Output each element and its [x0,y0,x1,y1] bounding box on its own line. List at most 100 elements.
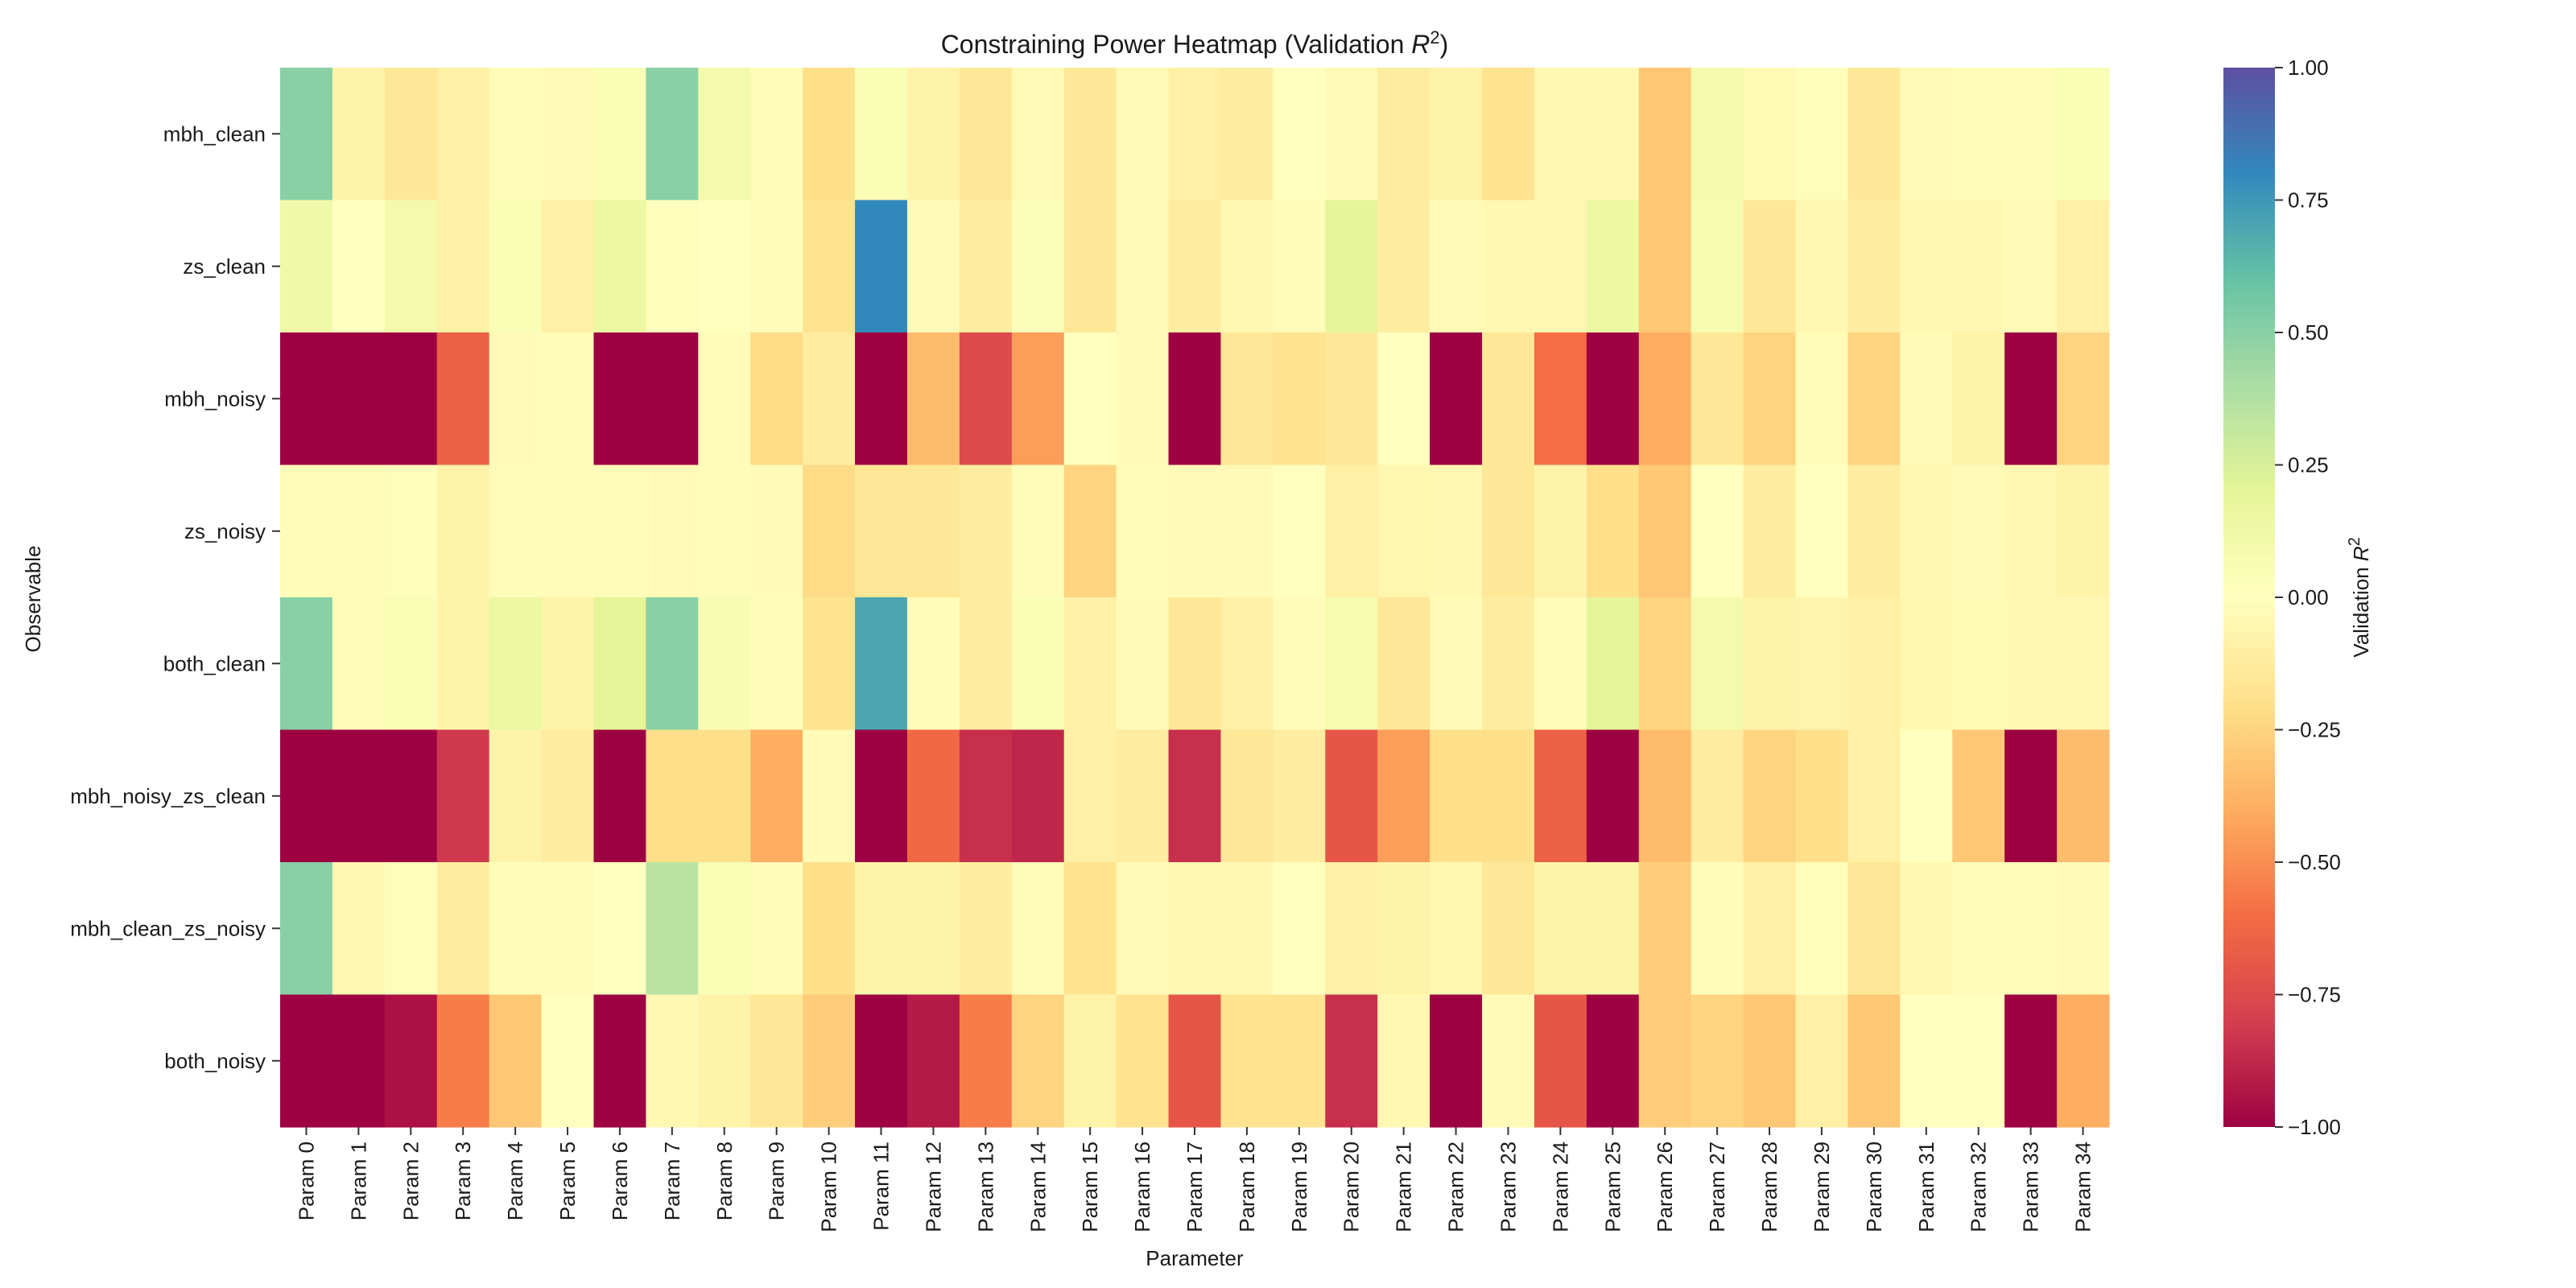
heatmap-cell [750,332,803,466]
heatmap-cell [959,200,1013,333]
heatmap-cell [1534,332,1587,466]
heatmap-cell [1273,729,1326,863]
heatmap-cell [280,464,333,598]
heatmap-cell [280,862,333,996]
colorbar-tick-label: 0.50 [2288,320,2329,345]
heatmap-cell [489,862,543,996]
heatmap-cell [698,68,751,201]
heatmap-cell [1795,862,1849,996]
heatmap-cell [1430,200,1483,333]
heatmap-cell [1482,200,1535,333]
heatmap-cell [959,464,1013,598]
heatmap-cell [1847,332,1901,466]
heatmap-cell [1952,464,2005,598]
heatmap-cell [593,332,646,466]
heatmap-cell [1952,597,2005,731]
heatmap-cell [489,200,543,333]
heatmap-cell [1795,200,1849,333]
colorbar-tick-label: 0.00 [2288,585,2329,609]
heatmap-cell [1952,862,2005,996]
y-tick-label: mbh_noisy_zs_clean [70,784,266,808]
heatmap-cell [1116,729,1170,863]
heatmap-cell [855,68,908,201]
heatmap-cell [436,729,490,863]
heatmap-cell [436,597,490,731]
heatmap-cell [1116,332,1170,466]
heatmap-cell [1220,597,1274,731]
heatmap-cell [489,332,543,466]
heatmap-cell [1011,200,1065,333]
heatmap-cell [1534,597,1587,731]
heatmap-cell [646,597,699,731]
heatmap-cell [436,862,490,996]
heatmap-cell [1795,332,1849,466]
x-tick-label: Param 31 [1914,1141,1938,1232]
heatmap-cell [384,464,438,598]
heatmap-cell [1795,68,1849,201]
heatmap-cell [1795,994,1849,1128]
heatmap-cell [384,200,438,333]
heatmap-cell [593,200,646,333]
heatmap-cell [280,994,333,1128]
heatmap-cell [2057,729,2110,863]
heatmap-cell [646,68,699,201]
heatmap-cell [1011,597,1065,731]
heatmap-cell [698,200,751,333]
heatmap-cell [2004,729,2058,863]
heatmap-cell [1952,68,2005,201]
heatmap-cell [1325,200,1378,333]
heatmap-cell [1690,729,1744,863]
heatmap-cell [1325,464,1378,598]
heatmap-cell [541,994,595,1128]
x-tick-label: Param 15 [1078,1141,1102,1232]
heatmap-cell [1325,729,1378,863]
heatmap-cell [855,464,908,598]
heatmap-cell [1847,597,1901,731]
heatmap-cell [1430,862,1483,996]
x-tick-label: Param 18 [1235,1141,1259,1232]
heatmap-cell [803,729,856,863]
heatmap-cell [1952,332,2005,466]
heatmap-cell [1638,200,1692,333]
heatmap-cell [1168,200,1222,333]
heatmap-cell [1900,994,1953,1128]
heatmap-cell [1430,464,1483,598]
heatmap-cell [698,597,751,731]
heatmap-cell [2057,332,2110,466]
heatmap-cell [1063,597,1117,731]
heatmap-cell [1430,729,1483,863]
heatmap-cell [1638,464,1692,598]
heatmap-cell [1482,332,1535,466]
heatmap-cell [1900,332,1953,466]
heatmap-cell [1168,68,1222,201]
heatmap-cell [855,200,908,333]
heatmap-cell [384,597,438,731]
heatmap-cell [1168,332,1222,466]
x-tick-label: Param 6 [608,1141,632,1220]
heatmap-cell [1430,68,1483,201]
heatmap-cell [803,200,856,333]
heatmap-cell [1377,200,1430,333]
heatmap-cell [1116,994,1170,1128]
heatmap-cell [1847,862,1901,996]
x-tick-label: Param 1 [346,1141,370,1220]
heatmap-cell [1795,464,1849,598]
chart-title: Constraining Power Heatmap (Validation R… [941,27,1449,59]
heatmap-cell [698,862,751,996]
heatmap-cell [855,729,908,863]
heatmap-cell [1273,597,1326,731]
y-tick-label: mbh_noisy [164,386,266,411]
x-tick-label: Param 28 [1757,1141,1781,1232]
y-tick-label: both_noisy [164,1049,266,1073]
heatmap-cell [646,332,699,466]
heatmap-cell [1900,68,1953,201]
heatmap-cell [332,200,386,333]
heatmap-cell [1534,729,1587,863]
x-tick-label: Param 12 [921,1141,945,1232]
heatmap-cell [698,729,751,863]
heatmap-cell [1482,68,1535,201]
heatmap-cell [1377,729,1430,863]
heatmap-cell [436,332,490,466]
heatmap-cell [1847,994,1901,1128]
